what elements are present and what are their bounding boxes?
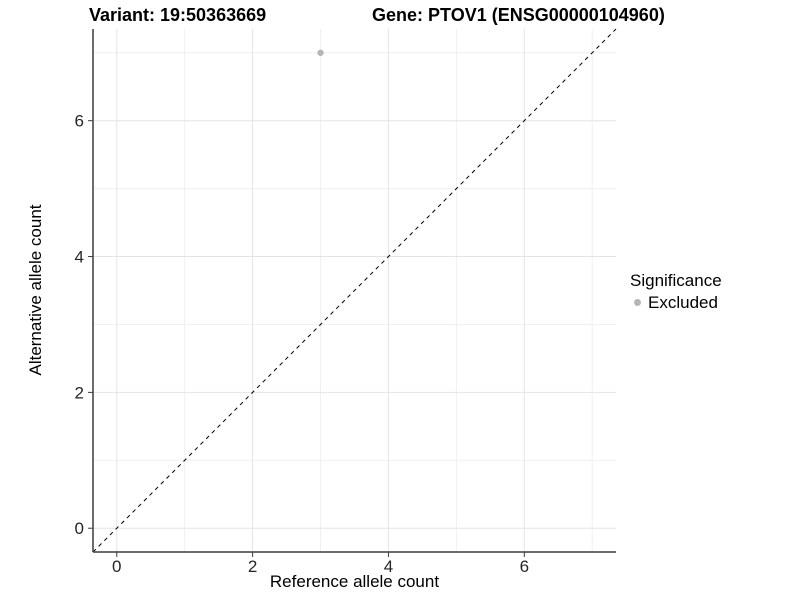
y-axis-title: Alternative allele count	[26, 204, 45, 376]
x-tick-label: 6	[520, 557, 529, 576]
legend-point-icon	[634, 299, 641, 306]
x-axis-title: Reference allele count	[269, 572, 440, 591]
x-tick-label: 4	[384, 557, 393, 576]
legend-item-label: Excluded	[648, 293, 718, 312]
legend-title: Significance	[630, 271, 722, 290]
x-tick-label: 0	[112, 557, 121, 576]
y-tick-label: 4	[75, 248, 84, 267]
x-tick-label: 2	[248, 557, 257, 576]
legend-item-excluded: Excluded	[634, 293, 722, 312]
plot-title-variant: Variant: 19:50363669	[89, 5, 267, 25]
identity-line	[92, 28, 617, 553]
data-point	[317, 49, 324, 56]
y-tick-label: 0	[75, 519, 84, 538]
y-tick-label: 2	[75, 383, 84, 402]
plot-title-gene: Gene: PTOV1 (ENSG00000104960)	[372, 5, 665, 25]
legend: Significance Excluded	[630, 271, 722, 312]
y-tick-label: 6	[75, 112, 84, 131]
